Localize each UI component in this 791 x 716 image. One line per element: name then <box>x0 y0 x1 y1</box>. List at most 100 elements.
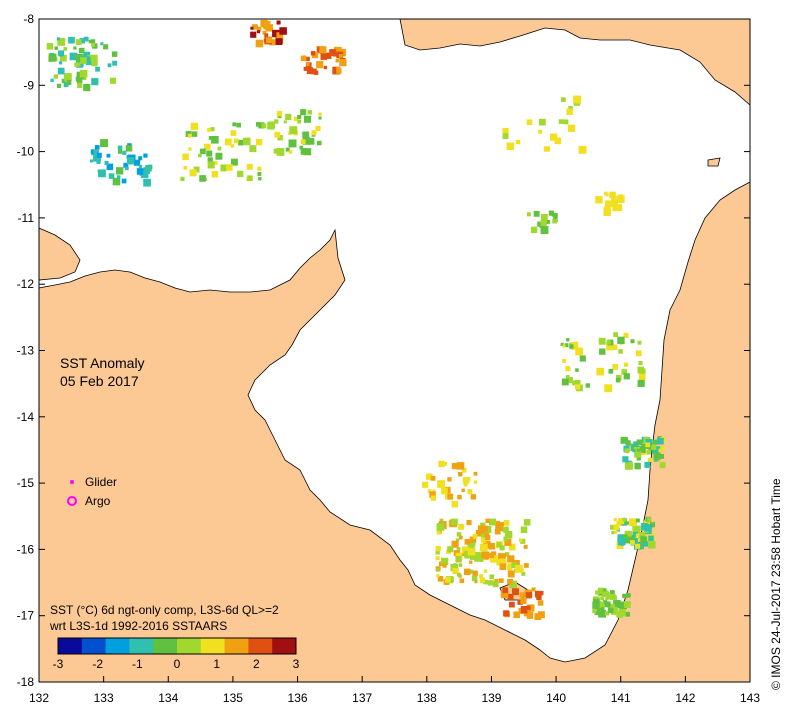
sst-pixel <box>325 52 332 59</box>
sst-pixel <box>458 563 463 567</box>
sst-pixel <box>485 518 490 524</box>
sst-pixel <box>304 148 312 156</box>
sst-pixel <box>647 457 653 463</box>
sst-pixel <box>183 166 188 170</box>
sst-pixel <box>566 108 573 115</box>
sst-pixel <box>636 456 641 461</box>
sst-pixel <box>503 610 510 617</box>
sst-pixel <box>617 537 626 546</box>
sst-pixel <box>303 115 312 123</box>
x-axis: 132 133 134 135 136 137 138 139 140 141 142 143 <box>29 676 760 705</box>
sst-pixel <box>499 563 507 571</box>
sst-pixel <box>471 542 476 547</box>
sst-pixel <box>541 214 548 221</box>
y-tick-label: -13 <box>17 344 35 358</box>
sst-pixel <box>615 374 622 381</box>
sst-pixel <box>76 62 81 67</box>
sst-pixel <box>470 494 477 500</box>
x-tick-label: 134 <box>158 691 178 705</box>
sst-pixel <box>610 590 615 595</box>
sst-pixel <box>310 68 317 75</box>
sst-pixel <box>230 130 237 136</box>
sst-pixel <box>426 473 433 480</box>
sst-pixel <box>523 544 528 549</box>
sst-pixel <box>619 601 627 610</box>
sst-pixel <box>276 149 281 154</box>
sst-pixel <box>525 592 533 599</box>
sst-pixel <box>147 164 153 170</box>
colorbar-tick-label: 0 <box>174 657 181 671</box>
sst-pixel <box>188 147 192 151</box>
sst-pixel <box>297 119 302 124</box>
sst-pixel <box>636 439 643 446</box>
glider-marker <box>70 480 74 484</box>
sst-pixel <box>117 149 123 154</box>
sst-pixel <box>48 53 57 62</box>
sst-pixel <box>640 536 647 543</box>
sst-pixel <box>473 471 478 476</box>
sst-pixel <box>123 162 129 168</box>
glider-label: Glider <box>85 475 117 489</box>
sst-pixel <box>562 358 567 363</box>
sst-pixel <box>511 562 518 569</box>
sst-pixel <box>180 176 185 182</box>
sst-pixel <box>63 47 68 51</box>
sst-pixel <box>56 37 60 41</box>
sst-pixel <box>191 131 198 137</box>
sst-pixel <box>444 576 451 583</box>
argo-label: Argo <box>85 494 111 508</box>
sst-pixel <box>611 195 617 202</box>
sst-pixel <box>100 42 104 46</box>
x-tick-label: 136 <box>288 691 308 705</box>
sst-pixel <box>323 65 328 70</box>
sst-pixel <box>59 61 63 65</box>
sst-pixel <box>83 36 89 42</box>
land-new-guinea <box>399 18 751 106</box>
sst-pixel <box>502 587 509 594</box>
sst-pixel <box>236 122 241 128</box>
sst-pixel <box>316 61 324 69</box>
sst-pixel <box>310 51 316 56</box>
sst-pixel <box>530 226 538 234</box>
sst-pixel <box>318 112 322 116</box>
sst-pixel <box>338 53 343 58</box>
sst-pixel <box>232 122 237 127</box>
sst-pixel <box>464 568 471 576</box>
sst-pixel <box>214 161 218 165</box>
sst-pixel <box>578 145 587 154</box>
sst-pixel <box>450 563 459 572</box>
sst-pixel <box>471 575 478 582</box>
sst-pixel <box>333 46 342 55</box>
sst-pixel <box>93 149 100 156</box>
sst-pixel <box>439 518 444 523</box>
sst-pixel <box>91 43 95 47</box>
sst-pixel <box>554 137 562 145</box>
sst-pixel <box>95 66 100 72</box>
sst-pixel <box>520 538 526 544</box>
sst-pixel <box>495 520 500 526</box>
sst-pixel <box>623 362 629 367</box>
sst-pixel <box>489 574 495 580</box>
y-tick-label: -10 <box>17 145 35 159</box>
sst-pixel <box>479 558 484 562</box>
sst-pixel <box>568 106 573 111</box>
sst-pixel <box>210 127 215 132</box>
sst-pixel <box>204 143 211 151</box>
sst-pixel <box>632 531 638 537</box>
sst-pixel <box>624 530 632 539</box>
land-arnhem-west <box>38 227 81 281</box>
sst-pixel <box>517 599 523 605</box>
sst-pixel <box>88 39 93 44</box>
sst-pixel <box>299 145 304 150</box>
sst-pixel <box>503 520 510 526</box>
sst-pixel <box>613 600 621 608</box>
sst-pixel <box>198 153 202 158</box>
colorbar-segment <box>129 638 154 654</box>
colorbar-frame <box>57 637 297 655</box>
sst-pixel <box>565 366 571 372</box>
sst-pixel <box>276 32 284 40</box>
sst-pixel <box>230 158 238 166</box>
sst-pixel <box>260 19 268 28</box>
y-tick-label: -8 <box>23 12 34 26</box>
sst-pixel <box>91 78 99 86</box>
